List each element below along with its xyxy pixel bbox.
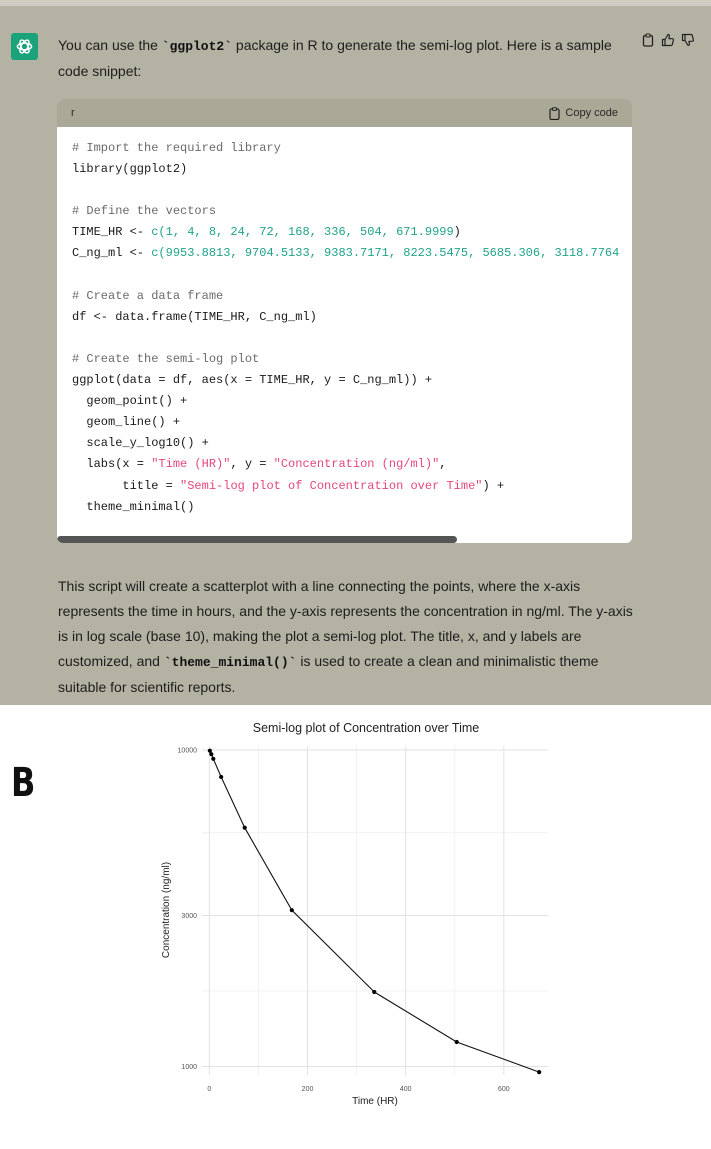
y-tick-label: 10000	[178, 748, 198, 755]
message-intro: You can use the `ggplot2` package in R t…	[58, 33, 628, 83]
data-point	[209, 752, 214, 757]
code-line: , y =	[230, 457, 274, 472]
code-line: theme_minimal()	[72, 499, 195, 514]
code-horizontal-scrollbar[interactable]	[57, 536, 632, 543]
y-tick-label: 3000	[181, 913, 197, 920]
code-line: ,	[439, 457, 447, 472]
copy-message-icon[interactable]	[641, 32, 655, 48]
data-point	[537, 1070, 542, 1075]
code-line: library(ggplot2)	[72, 162, 188, 177]
data-point	[211, 756, 216, 761]
outro-text-end: is used to create a clean and minimalist…	[58, 653, 599, 695]
message-outro: This script will create a scatterplot wi…	[58, 574, 633, 700]
chart-title: Semi-log plot of Concentration over Time	[253, 721, 480, 735]
code-comment: # Import the required library	[72, 141, 281, 155]
code-line: geom_point() +	[72, 394, 188, 409]
copy-code-button[interactable]: Copy code	[549, 106, 618, 120]
y-axis-label: Concentration (ng/ml)	[161, 862, 172, 958]
x-axis-label: Time (HR)	[352, 1096, 398, 1107]
code-line: df <- data.frame(TIME_HR, C_ng_ml)	[72, 309, 317, 324]
inline-code-theme-minimal: `theme_minimal()`	[163, 655, 297, 670]
thumbs-up-icon[interactable]	[661, 32, 675, 48]
code-line: ggplot(data = df, aes(x = TIME_HR, y = C…	[72, 373, 433, 388]
outro-text: This script will create a scatterplot wi…	[58, 578, 633, 669]
code-line: geom_line() +	[72, 415, 181, 430]
thumbs-down-icon[interactable]	[681, 32, 695, 48]
clipboard-icon	[549, 106, 561, 120]
code-block-header: r Copy code	[57, 99, 632, 127]
inline-code-ggplot2: `ggplot2`	[161, 39, 233, 54]
code-string: "Time (HR)"	[151, 457, 231, 472]
code-line: scale_y_log10() +	[72, 436, 209, 451]
code-content: # Import the required library library(gg…	[72, 141, 620, 514]
code-numbers: 1, 4, 8, 24, 72, 168, 336, 504, 671.9999	[165, 225, 454, 240]
code-language-label: r	[71, 107, 75, 119]
openai-logo-icon	[16, 39, 33, 54]
semi-log-chart: Semi-log plot of Concentration over Time…	[161, 721, 548, 1107]
code-fn: c(	[151, 246, 166, 261]
code-line: title =	[72, 478, 181, 493]
code-string: "Semi-log plot of Concentration over Tim…	[180, 478, 483, 493]
data-point	[372, 989, 377, 995]
copy-code-label: Copy code	[565, 107, 618, 119]
code-numbers: 9953.8813, 9704.5133, 9383.7171, 8223.54…	[165, 246, 620, 261]
chat-message: You can use the `ggplot2` package in R t…	[0, 0, 711, 705]
code-line: labs(x =	[72, 457, 152, 472]
x-tick-label: 400	[400, 1086, 412, 1093]
message-actions	[641, 32, 695, 48]
intro-text-end: package in R to generate the semi-log pl…	[58, 37, 612, 79]
code-fn: c(	[151, 225, 166, 240]
data-point	[454, 1039, 459, 1045]
scrollbar-thumb[interactable]	[57, 536, 457, 543]
data-points	[207, 748, 542, 1075]
x-tick-label: 200	[302, 1086, 314, 1093]
code-block: r Copy code # Import the required librar…	[57, 99, 632, 543]
x-tick-label: 0	[207, 1086, 211, 1093]
code-comment: # Create a data frame	[72, 288, 224, 303]
code-comment: # Create the semi-log plot	[72, 351, 260, 366]
code-comment: # Define the vectors	[72, 204, 217, 219]
chart-grid	[202, 746, 548, 1075]
code-line: C_ng_ml <-	[72, 246, 152, 261]
y-tick-label: 1000	[181, 1064, 197, 1071]
panel-label: B	[11, 760, 36, 806]
assistant-avatar	[11, 33, 38, 60]
data-point	[242, 825, 247, 830]
data-point	[219, 774, 224, 780]
y-axis-ticks: 1000 3000 10000	[178, 748, 198, 1071]
series-line	[209, 750, 540, 1073]
code-string: "Concentration (ng/ml)"	[273, 457, 440, 472]
data-point	[289, 908, 294, 913]
data-point	[207, 748, 212, 753]
intro-text: You can use the	[58, 37, 162, 53]
code-line: TIME_HR <-	[72, 225, 152, 240]
x-tick-label: 600	[498, 1086, 510, 1093]
x-axis-ticks: 0 200 400 600	[207, 1086, 509, 1093]
code-line: ) +	[482, 478, 505, 493]
